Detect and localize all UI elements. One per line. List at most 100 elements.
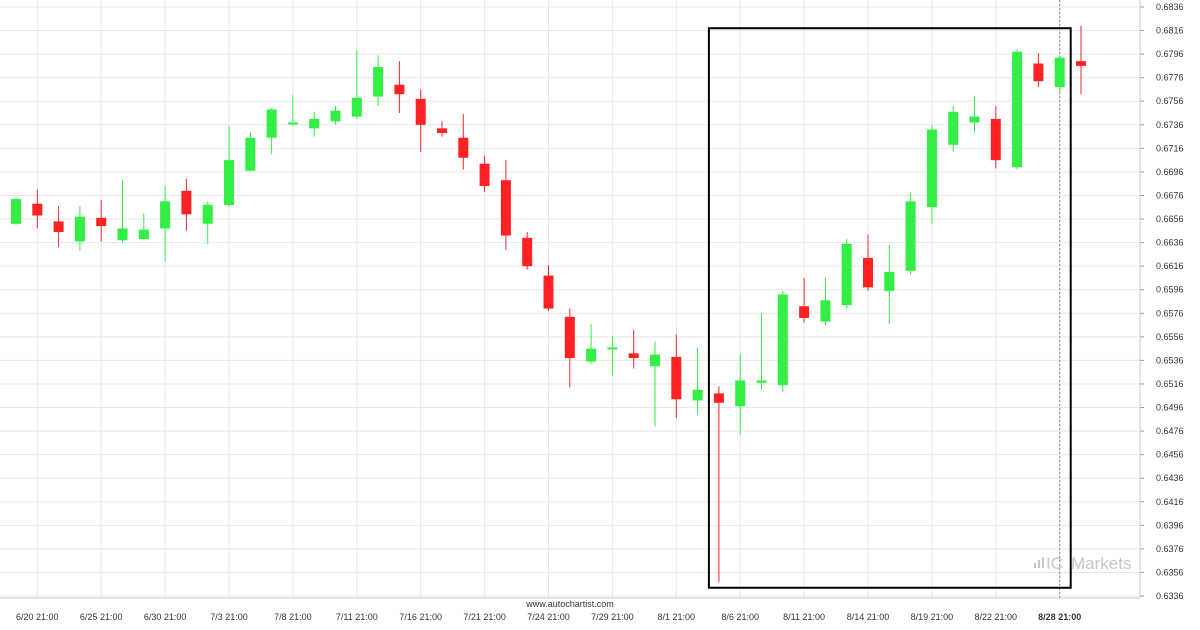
candle-body xyxy=(74,216,85,242)
candle-body xyxy=(820,300,831,322)
x-tick-label: 7/29 21:00 xyxy=(591,612,634,622)
candle-body xyxy=(1054,57,1065,88)
candle-body xyxy=(351,97,362,117)
candle-body xyxy=(799,306,810,318)
candle-bullish xyxy=(884,244,895,324)
candle-bullish xyxy=(117,180,128,243)
candle-bearish xyxy=(628,329,639,369)
candle-body xyxy=(479,163,490,187)
x-tick-label: 8/28 21:00 xyxy=(1038,612,1081,622)
candle-bullish xyxy=(330,105,341,125)
y-tick-label: 0.6596 xyxy=(1156,285,1184,295)
candle-body xyxy=(373,67,384,97)
candle-bullish xyxy=(309,111,320,137)
candle-body xyxy=(692,389,703,401)
candle-bullish xyxy=(926,124,937,224)
candle-body xyxy=(415,98,426,125)
y-tick-label: 0.6756 xyxy=(1156,96,1184,106)
y-tick-label: 0.6736 xyxy=(1156,120,1184,130)
y-tick-label: 0.6456 xyxy=(1156,450,1184,460)
candle-bullish xyxy=(1012,49,1023,170)
x-tick-label: 6/20 21:00 xyxy=(16,612,59,622)
candle-body xyxy=(138,229,149,240)
candle-body xyxy=(671,356,682,400)
candle-bullish xyxy=(11,199,21,225)
brand-name: Markets xyxy=(1071,554,1131,573)
candle-bullish xyxy=(735,353,746,435)
source-watermark: www.autochartist.com xyxy=(525,599,614,609)
x-tick-label: 7/11 21:00 xyxy=(336,612,378,622)
y-tick-label: 0.6536 xyxy=(1156,355,1184,365)
candle-bearish xyxy=(96,200,107,242)
candle-bullish xyxy=(841,239,852,309)
candle-body xyxy=(266,109,277,138)
y-tick-label: 0.6476 xyxy=(1156,426,1184,436)
candle-body xyxy=(53,221,64,232)
y-tick-label: 0.6716 xyxy=(1156,143,1184,153)
candle-bearish xyxy=(53,206,64,248)
x-tick-label: 8/6 21:00 xyxy=(721,612,759,622)
y-tick-label: 0.6656 xyxy=(1156,214,1184,224)
candle-body xyxy=(1012,51,1023,168)
candle-body xyxy=(224,160,234,205)
candle-body xyxy=(160,201,171,229)
x-axis: 6/20 21:00 6/25 21:00 6/30 21:00 7/3 21:00 7… xyxy=(0,597,1140,622)
candle-body xyxy=(330,110,341,122)
x-tick-label: 8/1 21:00 xyxy=(658,612,696,622)
candle-bearish xyxy=(500,160,511,250)
candle-body xyxy=(628,353,639,359)
candle-body xyxy=(905,201,916,271)
candle-body xyxy=(884,272,895,291)
candle-bullish xyxy=(586,323,597,364)
candle-bullish xyxy=(756,313,767,390)
candle-body xyxy=(287,122,298,125)
candle-body xyxy=(32,203,43,216)
candle-body xyxy=(11,199,21,224)
candle-bullish xyxy=(948,105,959,152)
candle-bullish xyxy=(777,290,788,393)
candle-bearish xyxy=(522,231,533,270)
candle-body xyxy=(500,180,511,236)
candle-bearish xyxy=(437,121,447,137)
candle-bullish xyxy=(692,347,703,415)
candle-bullish xyxy=(373,55,384,106)
candle-bullish xyxy=(1054,55,1065,93)
y-tick-label: 0.6396 xyxy=(1156,520,1184,530)
candle-bullish xyxy=(245,131,256,171)
x-tick-label: 8/11 21:00 xyxy=(783,612,825,622)
candle-body xyxy=(245,137,256,171)
candle-bearish xyxy=(863,234,873,291)
candle-bullish xyxy=(905,193,916,275)
x-tick-label: 7/24 21:00 xyxy=(527,612,570,622)
x-tick-label: 7/16 21:00 xyxy=(399,612,442,622)
candle-bearish xyxy=(564,308,575,388)
x-tick-label: 7/3 21:00 xyxy=(210,612,248,622)
candle-bullish xyxy=(202,201,213,244)
candle-body xyxy=(522,237,533,267)
x-tick-label: 6/25 21:00 xyxy=(80,612,123,622)
candle-bullish xyxy=(650,341,660,427)
y-tick-label: 0.6336 xyxy=(1156,591,1184,601)
candle-bearish xyxy=(799,277,810,323)
candle-body xyxy=(117,228,128,241)
candle-bearish xyxy=(181,178,192,231)
y-tick-label: 0.6816 xyxy=(1156,26,1184,36)
y-tick-label: 0.6356 xyxy=(1156,567,1184,577)
y-tick-label: 0.6416 xyxy=(1156,497,1184,507)
y-tick-label: 0.6436 xyxy=(1156,473,1184,483)
x-tick-label: 7/8 21:00 xyxy=(274,612,312,622)
candle-body xyxy=(735,380,746,407)
candle-body xyxy=(863,257,873,288)
candle-bearish xyxy=(990,105,1001,169)
candle-body xyxy=(96,217,107,227)
candle-bearish xyxy=(479,155,490,192)
plot-area xyxy=(0,0,1140,598)
brand-bars-icon xyxy=(1034,557,1044,568)
pattern-highlight-box xyxy=(707,27,1072,589)
candle-bearish xyxy=(32,189,43,229)
brand-prefix: IC xyxy=(1046,554,1063,573)
y-tick-label: 0.6376 xyxy=(1156,544,1184,554)
candle-body xyxy=(564,316,575,359)
y-tick-label: 0.6796 xyxy=(1156,49,1184,59)
